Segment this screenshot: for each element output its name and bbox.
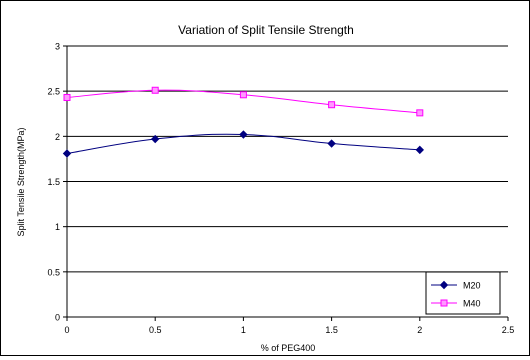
x-tick-label: 0.5	[149, 325, 162, 335]
legend-label-m40: M40	[463, 299, 481, 309]
x-axis-label: % of PEG400	[261, 343, 316, 353]
series-m20	[62, 130, 425, 158]
x-tick-label: 0	[64, 325, 69, 335]
y-tick-label: 1.5	[47, 177, 60, 187]
y-axis-label: Split Tensile Strength(MPa)	[16, 128, 26, 237]
x-tick-label: 1	[241, 325, 246, 335]
data-point-m20	[415, 145, 425, 155]
y-tick-label: 0	[55, 313, 60, 323]
data-point-m20	[239, 130, 248, 139]
y-tick-label: 2	[55, 132, 60, 142]
x-tick-label: 2	[417, 325, 422, 335]
x-tick-label: 1.5	[325, 325, 338, 335]
x-tick-label: 2.5	[502, 325, 515, 335]
data-point-m20	[150, 134, 160, 144]
data-point-m40	[151, 86, 159, 94]
series	[62, 86, 425, 158]
data-point-m40	[328, 101, 336, 109]
chart-title: Variation of Split Tensile Strength	[178, 23, 354, 37]
y-tick-label: 2.5	[47, 87, 60, 97]
grid-lines	[67, 45, 508, 273]
line-chart: Variation of Split Tensile Strength Spli…	[16, 23, 514, 353]
legend-marker-m20	[439, 280, 449, 290]
data-point-m40	[63, 93, 71, 101]
tick-labels: 0 0.5 1 1.5 2 2.5 3 0 0.5 1 1.5 2 2.5	[47, 42, 514, 336]
legend: M20 M40	[425, 271, 501, 315]
data-point-m20	[327, 139, 336, 148]
y-tick-label: 3	[55, 42, 60, 52]
data-point-m20	[62, 149, 72, 158]
series-m40	[63, 86, 424, 117]
data-point-m40	[239, 91, 247, 99]
data-point-m40	[416, 109, 424, 117]
legend-marker-m40	[440, 299, 448, 307]
legend-box	[425, 271, 501, 315]
axes	[63, 45, 509, 321]
y-tick-label: 0.5	[47, 267, 60, 277]
legend-label-m20: M20	[463, 281, 481, 291]
y-tick-label: 1	[55, 222, 60, 232]
